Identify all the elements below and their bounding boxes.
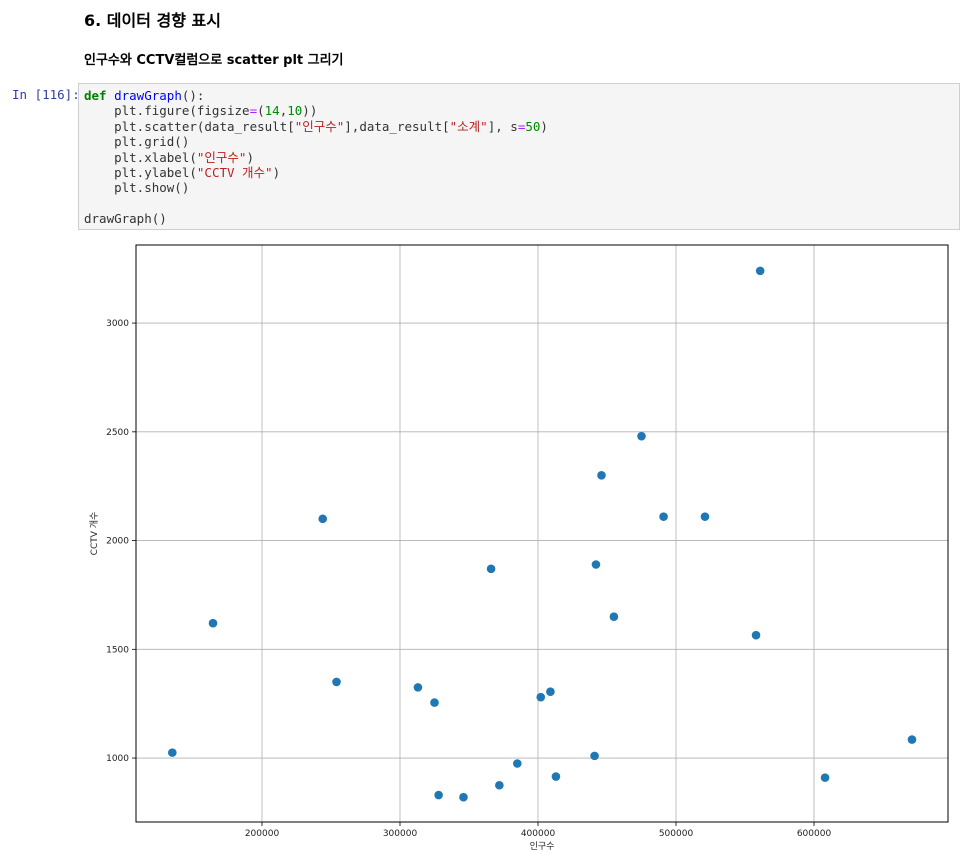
code-token: (): (181, 88, 205, 103)
code-token: , (279, 103, 288, 119)
code-line: plt.ylabel("CCTV 개수") (84, 165, 959, 180)
y-axis-label: CCTV 개수 (89, 512, 100, 556)
code-token: "인구수" (196, 149, 247, 165)
point (434, 790, 443, 800)
code-token: def (84, 88, 107, 103)
code-token: ],data_result[ (344, 118, 450, 134)
code-token: = (249, 103, 258, 119)
point (167, 748, 177, 757)
y-tick-label: 2000 (106, 537, 129, 547)
code-token: ) (272, 164, 281, 180)
section-subtitle: 인구수와 CCTV컬럼으로 scatter plt 그리기 (84, 53, 344, 68)
point (318, 514, 328, 524)
code-line: plt.grid() (84, 134, 959, 149)
code-token: ) (540, 118, 548, 134)
code-token: "CCTV 개수" (196, 164, 273, 180)
code-line (84, 196, 959, 211)
code-token: drawGraph (114, 88, 182, 103)
y-tick-label: 2500 (106, 428, 129, 438)
code-token: plt.show() (84, 180, 190, 196)
point (609, 612, 619, 621)
code-line: plt.figure(figsize=(14,10)) (84, 103, 959, 118)
y-tick-label: 1500 (106, 645, 129, 655)
code-line: plt.scatter(data_result["인구수"],data_resu… (84, 119, 959, 134)
point (700, 512, 710, 521)
code-token: 50 (525, 118, 541, 134)
code-token: plt.figure(figsize (84, 103, 250, 119)
point (820, 773, 830, 782)
code-token: "인구수" (294, 118, 345, 134)
point (495, 780, 504, 790)
point (512, 759, 522, 768)
code-token: = (517, 118, 526, 134)
code-token: )) (302, 103, 318, 119)
code-token: 10 (287, 103, 303, 119)
point (659, 512, 668, 521)
point (430, 698, 439, 707)
chart: 200000 300000 400000 500000 600000 1000 1500 20… (89, 244, 949, 852)
code-token: ( (257, 103, 265, 119)
point (551, 772, 561, 781)
code-token: plt.xlabel( (84, 149, 197, 165)
code-token: ], s (487, 118, 518, 134)
code-line: def drawGraph(): (84, 88, 959, 103)
point (459, 792, 468, 802)
point (755, 266, 765, 276)
x-tick-label: 600000 (797, 829, 832, 839)
code-token (107, 88, 115, 103)
y-tick-label: 1000 (106, 754, 129, 764)
point (486, 564, 496, 574)
code-token: 14 (264, 103, 280, 119)
point (546, 687, 555, 697)
code-token: plt.grid() (84, 134, 190, 150)
point (590, 751, 599, 761)
x-axis-label: 인구수 (530, 841, 555, 852)
point (597, 471, 606, 480)
point (208, 618, 218, 628)
code-line: plt.xlabel("인구수") (84, 150, 959, 165)
plot-frame (135, 244, 949, 823)
code-token: drawGraph() (84, 211, 167, 227)
section-title: 6. 데이터 경향 표시 (84, 11, 221, 30)
point (413, 683, 423, 692)
code-cell[interactable]: def drawGraph(): plt.figure(figsize=(14,… (78, 83, 960, 230)
cell-prompt: In [116]: (12, 87, 80, 102)
point (591, 560, 601, 569)
code-line: drawGraph() (84, 211, 959, 226)
point (536, 692, 546, 702)
point (637, 431, 646, 441)
code-token: "소계" (449, 118, 488, 134)
x-tick-label: 200000 (245, 829, 280, 839)
x-tick-label: 300000 (383, 829, 418, 839)
code-token: plt.ylabel( (84, 164, 197, 180)
x-tick-label: 500000 (659, 829, 694, 839)
code-token: ) (246, 149, 254, 165)
x-tick-label: 400000 (521, 829, 556, 839)
code-token: plt.scatter(data_result[ (84, 118, 295, 134)
point (332, 677, 341, 687)
code-line: plt.show() (84, 180, 959, 195)
y-tick-label: 3000 (106, 319, 129, 329)
point (751, 630, 761, 640)
point (907, 735, 917, 744)
